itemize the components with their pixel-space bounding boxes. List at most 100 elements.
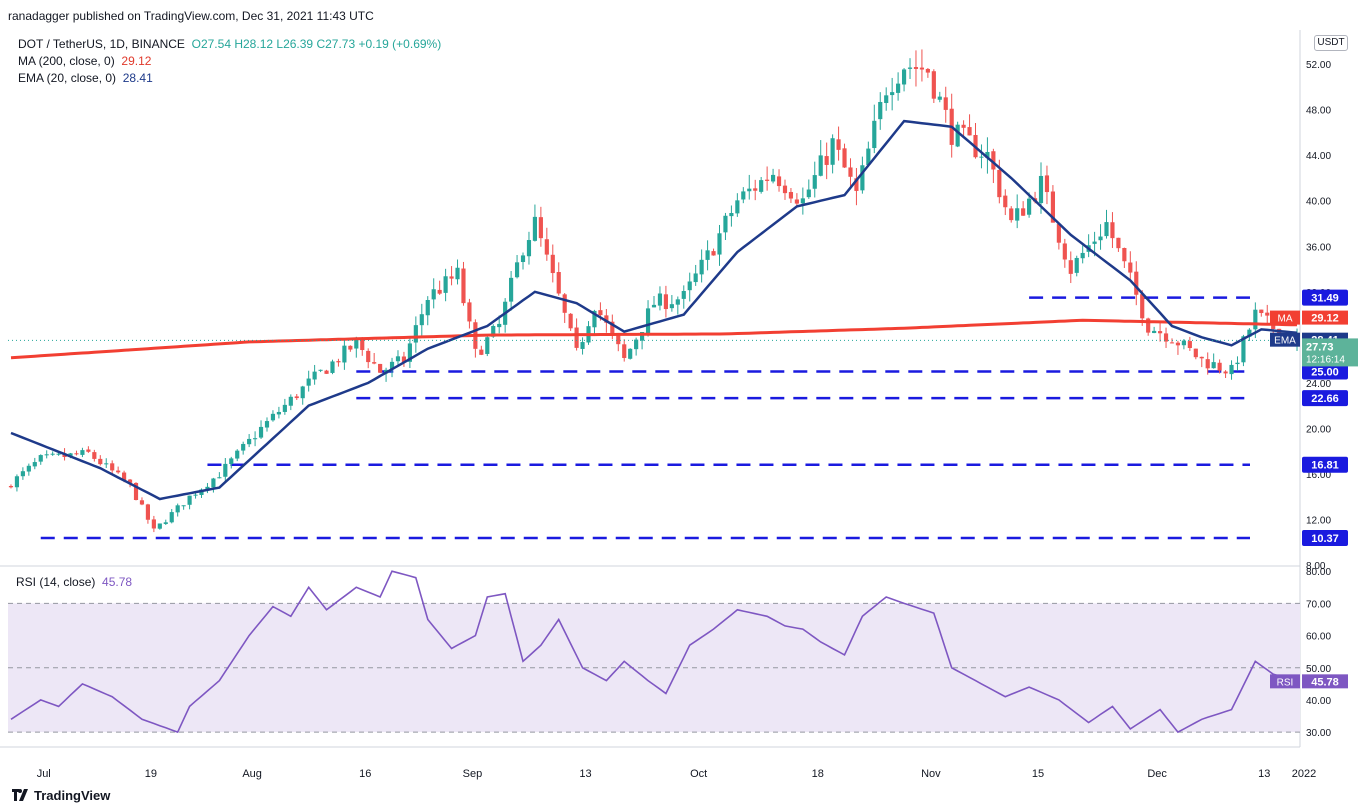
candle-body bbox=[967, 127, 972, 136]
rsi-label: RSI (14, close) bbox=[16, 575, 96, 589]
ma-value: 29.12 bbox=[121, 54, 152, 68]
ma200-line bbox=[10, 318, 1298, 360]
time-tick-label: 15 bbox=[1032, 768, 1044, 780]
candle-body bbox=[651, 304, 657, 308]
candle-body bbox=[800, 198, 805, 204]
candle-body bbox=[729, 213, 734, 217]
rsi-value-tag bbox=[1302, 674, 1348, 689]
candle-body bbox=[812, 175, 817, 189]
candle-body bbox=[419, 314, 424, 326]
level-tag bbox=[1302, 363, 1348, 380]
candle-body bbox=[62, 454, 67, 457]
candle-body bbox=[913, 67, 919, 69]
footer-brand[interactable]: TradingView bbox=[34, 788, 111, 803]
candle-body bbox=[449, 276, 454, 279]
candle-body bbox=[1217, 362, 1222, 371]
candle-body bbox=[223, 463, 228, 477]
candle-body bbox=[217, 477, 222, 479]
candle-body bbox=[336, 361, 341, 363]
candle-body bbox=[645, 308, 651, 334]
candle-body bbox=[169, 512, 174, 523]
ma-price-label: 29.12 bbox=[1311, 313, 1339, 325]
candle-body bbox=[776, 176, 782, 187]
candle-body bbox=[1157, 331, 1163, 334]
candle-body bbox=[1134, 271, 1139, 295]
candle-body bbox=[1068, 260, 1073, 274]
candle-body bbox=[437, 289, 442, 294]
candle-body bbox=[640, 332, 645, 341]
candle-body bbox=[860, 165, 865, 191]
candle-body bbox=[407, 343, 412, 362]
level-tag-label: 31.49 bbox=[1311, 293, 1339, 305]
candle-body bbox=[300, 386, 305, 399]
candle-body bbox=[943, 97, 948, 110]
level-tag-label: 22.66 bbox=[1311, 393, 1339, 405]
candle-body bbox=[717, 233, 722, 255]
time-tick-label: 19 bbox=[145, 768, 157, 780]
candle-body bbox=[181, 505, 186, 507]
candle-body bbox=[622, 344, 627, 358]
symbol-row: DOT / TetherUS, 1D, BINANCE O27.54 H28.1… bbox=[18, 36, 441, 53]
level-tag bbox=[1302, 390, 1348, 407]
candle-body bbox=[520, 255, 526, 263]
candle-body bbox=[145, 504, 151, 520]
candle-body bbox=[1223, 371, 1228, 374]
price-tick-label: 16.00 bbox=[1306, 470, 1331, 481]
candle-body bbox=[848, 167, 853, 177]
candle-body bbox=[598, 310, 603, 316]
candle-body bbox=[139, 500, 145, 505]
time-tick-label: 13 bbox=[1258, 768, 1270, 780]
rsi-tick-label: 50.00 bbox=[1306, 664, 1331, 675]
candle-body bbox=[1193, 348, 1198, 358]
level-layer bbox=[40, 296, 1250, 540]
candle-body bbox=[514, 262, 520, 278]
candle-body bbox=[919, 67, 925, 70]
candle-body bbox=[461, 268, 466, 304]
candle-body bbox=[425, 299, 430, 316]
candle-body bbox=[669, 304, 674, 309]
candle-body bbox=[1038, 175, 1044, 204]
candle-body bbox=[378, 363, 383, 373]
candle-body bbox=[467, 302, 472, 322]
candle-body bbox=[663, 294, 668, 310]
ma-price-tag bbox=[1302, 310, 1348, 325]
price-chart[interactable]: 52.0048.0044.0040.0036.0032.0028.0024.00… bbox=[0, 30, 1372, 780]
candle-body bbox=[616, 333, 621, 345]
candle-body bbox=[890, 92, 895, 96]
candle-body bbox=[1235, 362, 1240, 365]
candle-body bbox=[1128, 262, 1133, 273]
candle-body bbox=[151, 519, 156, 529]
candle-body bbox=[110, 463, 115, 471]
candle-body bbox=[360, 339, 365, 351]
candle-body bbox=[1116, 237, 1121, 249]
price-tick-label: 52.00 bbox=[1306, 60, 1331, 71]
candle-body bbox=[1080, 252, 1085, 259]
candle-body bbox=[854, 178, 859, 191]
candle-body bbox=[1044, 175, 1050, 193]
candle-body bbox=[628, 348, 633, 359]
candle-body bbox=[14, 476, 20, 488]
time-tick-label: 13 bbox=[579, 768, 591, 780]
currency-tag[interactable]: USDT bbox=[1314, 35, 1348, 51]
price-tick-label: 40.00 bbox=[1306, 197, 1331, 208]
candle-body bbox=[782, 185, 788, 194]
time-tick-label: Aug bbox=[242, 768, 262, 780]
candle-body bbox=[1098, 236, 1103, 241]
candle-body bbox=[604, 315, 609, 323]
candle-body bbox=[122, 472, 127, 481]
candle-body bbox=[26, 465, 31, 472]
candle-body bbox=[794, 199, 799, 204]
line-layer bbox=[8, 119, 1300, 501]
candle-body bbox=[592, 310, 597, 328]
tradingview-logo-icon[interactable] bbox=[12, 788, 30, 805]
level-tag-label: 25.00 bbox=[1311, 366, 1339, 378]
candle-body bbox=[258, 426, 264, 438]
candle-body bbox=[675, 299, 680, 305]
level-tag-label: 16.81 bbox=[1311, 460, 1339, 472]
candle-body bbox=[342, 345, 347, 363]
candle-body bbox=[997, 169, 1002, 198]
candle-body bbox=[354, 338, 359, 349]
candle-body bbox=[86, 449, 91, 452]
candle-body bbox=[1211, 362, 1216, 369]
time-tick-label: Oct bbox=[690, 768, 707, 780]
